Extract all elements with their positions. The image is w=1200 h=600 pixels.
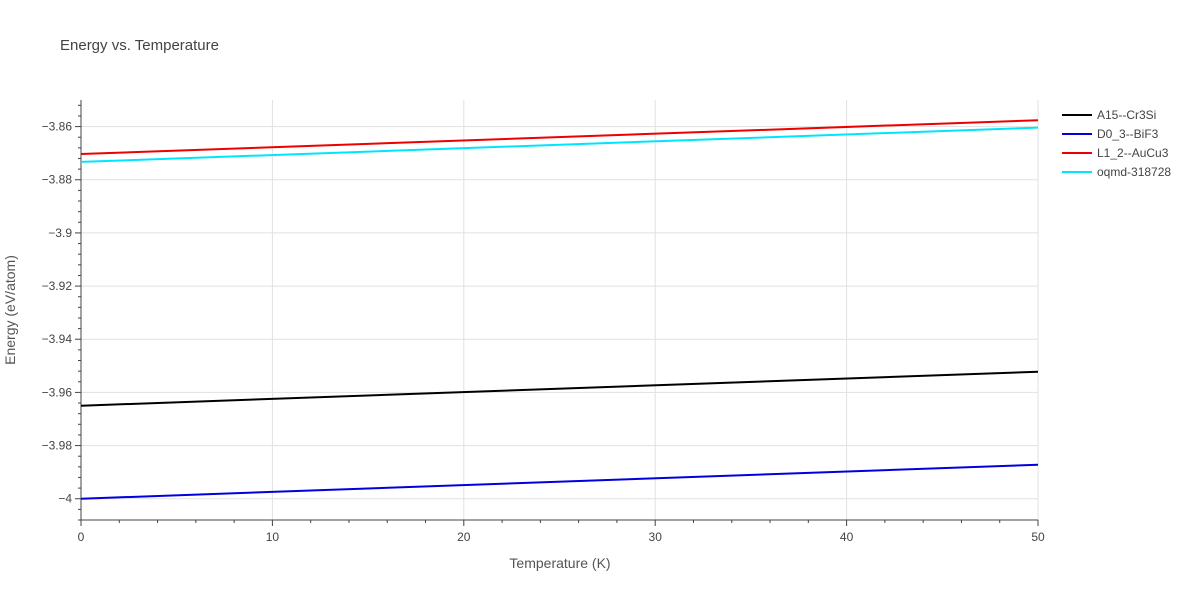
series-line-a15-cr3si[interactable] xyxy=(80,370,1039,407)
grid xyxy=(81,100,1039,520)
legend-item[interactable]: oqmd-318728 xyxy=(1062,165,1171,179)
legend-label: L1_2--AuCu3 xyxy=(1097,146,1169,160)
x-axis-title: Temperature (K) xyxy=(509,555,610,571)
legend-item[interactable]: D0_3--BiF3 xyxy=(1062,127,1159,141)
y-tick-label: −3.92 xyxy=(42,279,73,293)
y-tick-label: −3.96 xyxy=(42,385,73,399)
x-tick-label: 0 xyxy=(78,530,85,544)
series-lines xyxy=(80,119,1039,500)
y-tick-label: −4 xyxy=(58,492,72,506)
series-line-d0-3-bif3[interactable] xyxy=(80,463,1039,500)
legend-label: A15--Cr3Si xyxy=(1097,108,1156,122)
x-tick-label: 10 xyxy=(266,530,280,544)
axes: 0 10 20 30 40 50 −4 −3.98 −3.96 −3.94 −3.92 −3.9 −3.… xyxy=(42,100,1045,544)
y-tick-label: −3.88 xyxy=(42,173,73,187)
chart-title: Energy vs. Temperature xyxy=(60,37,219,54)
series-line-l1-2-aucu3[interactable] xyxy=(80,119,1039,155)
y-tick-label: −3.94 xyxy=(42,332,73,346)
legend-item[interactable]: A15--Cr3Si xyxy=(1062,108,1156,122)
x-tick-label: 40 xyxy=(840,530,854,544)
x-tick-label: 50 xyxy=(1031,530,1045,544)
y-tick-label: −3.9 xyxy=(48,226,72,240)
legend-label: oqmd-318728 xyxy=(1097,165,1171,179)
series-line-oqmd-318728[interactable] xyxy=(80,126,1039,163)
y-axis-title: Energy (eV/atom) xyxy=(2,255,18,365)
legend-item[interactable]: L1_2--AuCu3 xyxy=(1062,146,1169,160)
x-tick-label: 30 xyxy=(649,530,663,544)
x-tick-label: 20 xyxy=(457,530,471,544)
legend-label: D0_3--BiF3 xyxy=(1097,127,1159,141)
legend[interactable]: A15--Cr3Si D0_3--BiF3 L1_2--AuCu3 oqmd-3187… xyxy=(1062,108,1171,179)
y-tick-label: −3.86 xyxy=(42,120,73,134)
y-tick-label: −3.98 xyxy=(42,439,73,453)
